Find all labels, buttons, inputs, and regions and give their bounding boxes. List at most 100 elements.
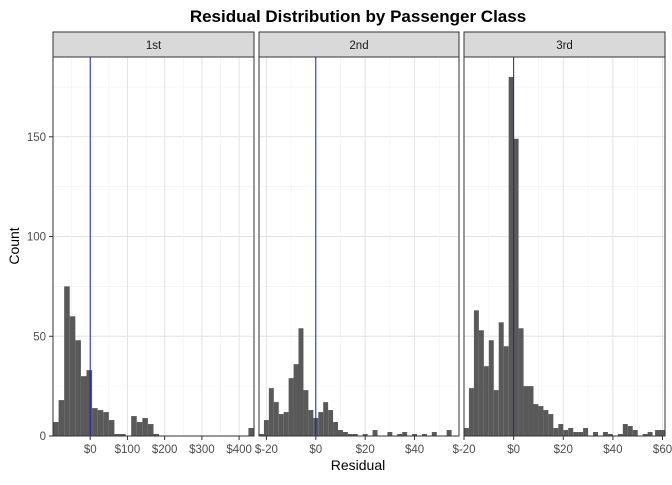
histogram-bar (402, 432, 408, 436)
histogram-bar (568, 428, 574, 436)
x-tick-label: $40 (603, 444, 622, 456)
histogram-bar (120, 434, 126, 436)
strip-background (463, 31, 666, 58)
x-tick-label: $0 (507, 444, 520, 456)
histogram-bar (103, 412, 109, 436)
histogram-bar (558, 424, 564, 436)
histogram-bar (412, 434, 418, 436)
y-tick-label: 150 (27, 132, 46, 144)
histogram-bar (278, 414, 284, 436)
histogram-bar (303, 390, 309, 436)
histogram-bar (92, 408, 98, 436)
histogram-bar (53, 422, 59, 436)
strip-label: 1st (146, 40, 162, 52)
panel-background (259, 57, 459, 436)
histogram-bar (483, 366, 489, 436)
x-tick-label: $200 (152, 444, 178, 456)
x-tick-label: $40 (405, 444, 424, 456)
histogram-bar (431, 432, 437, 436)
strip-background (52, 31, 255, 58)
panel-2nd: 2nd $-20 $0 $20 $40 (255, 31, 460, 456)
histogram-bar (602, 432, 608, 436)
histogram-bar (298, 328, 304, 436)
histogram-bar (553, 428, 559, 436)
histogram-bar (86, 370, 93, 436)
histogram-bar (142, 418, 148, 436)
histogram-bar (498, 322, 504, 436)
histogram-bar (283, 412, 289, 436)
histogram-bar (468, 388, 474, 436)
histogram-bar (347, 434, 353, 436)
histogram-bar (583, 428, 589, 436)
histogram-bar (473, 310, 479, 436)
histogram-bar (593, 432, 598, 436)
histogram-bar (632, 430, 638, 436)
histogram-bar (352, 434, 358, 436)
histogram-bar (446, 430, 452, 436)
histogram-bar (478, 330, 484, 436)
histogram-bar (607, 434, 613, 436)
histogram-bar (421, 434, 427, 436)
histogram-bar (323, 402, 329, 436)
histogram-bar (147, 424, 154, 436)
histogram-bar (338, 430, 343, 436)
histogram-bar (114, 434, 120, 436)
strip-label: 3rd (556, 40, 573, 52)
histogram-bar (563, 430, 569, 436)
x-tick-label: $-20 (255, 444, 278, 456)
x-tick-label: $0 (84, 444, 97, 456)
x-tick-label: $20 (554, 444, 573, 456)
histogram-bar (69, 316, 76, 436)
x-tick-label: $20 (356, 444, 375, 456)
y-tick-label: 0 (40, 431, 46, 443)
histogram-bar (488, 340, 494, 436)
panels-layer: 0 50 100 150 1st $0 $100 $200 $300 $400 2nd $-20 $0 $… (27, 31, 672, 456)
y-axis-title: Count (6, 227, 22, 264)
histogram-bar (108, 420, 115, 436)
x-tick-label: $0 (309, 444, 322, 456)
histogram-bar (372, 430, 378, 436)
histogram-bar (387, 432, 393, 436)
histogram-bar (573, 432, 579, 436)
histogram-bar (464, 428, 469, 436)
histogram-bar (268, 388, 274, 436)
histogram-bar (655, 430, 665, 436)
histogram-bar (523, 386, 529, 436)
strip-background (258, 31, 460, 58)
histogram-bar (617, 434, 623, 436)
histogram-bar (642, 434, 648, 436)
histogram-bar (293, 364, 299, 436)
x-tick-label: $60 (653, 444, 672, 456)
histogram-bar (259, 434, 264, 436)
histogram-bar (518, 328, 524, 436)
histogram-bar (131, 416, 137, 436)
histogram-bar (136, 422, 143, 436)
histogram-bar (263, 420, 269, 436)
y-tick-label: 100 (27, 232, 46, 244)
histogram-bar (318, 412, 324, 436)
histogram-bar (627, 426, 633, 436)
x-tick-label: $-20 (452, 444, 475, 456)
histogram-bar (503, 346, 509, 436)
histogram-bar (288, 378, 294, 436)
histogram-bar (97, 410, 104, 436)
x-tick-label: $300 (189, 444, 215, 456)
histogram-bar (543, 410, 549, 436)
histogram-bar (342, 432, 348, 436)
x-tick-label: $100 (115, 444, 141, 456)
histogram-bar (578, 432, 584, 436)
histogram-bar (548, 414, 554, 436)
histogram-bar (647, 432, 653, 436)
histogram-bar (308, 410, 314, 436)
histogram-bar (248, 428, 254, 436)
histogram-bar (622, 424, 628, 436)
x-axis-title: Residual (331, 457, 385, 473)
histogram-bar (533, 404, 539, 436)
histogram-bar (80, 376, 87, 436)
histogram-bar (528, 386, 534, 436)
histogram-bar (58, 400, 65, 436)
panel-3rd: 3rd $-20 $0 $20 $40 $60 (452, 31, 672, 456)
histogram-bar (64, 286, 70, 436)
